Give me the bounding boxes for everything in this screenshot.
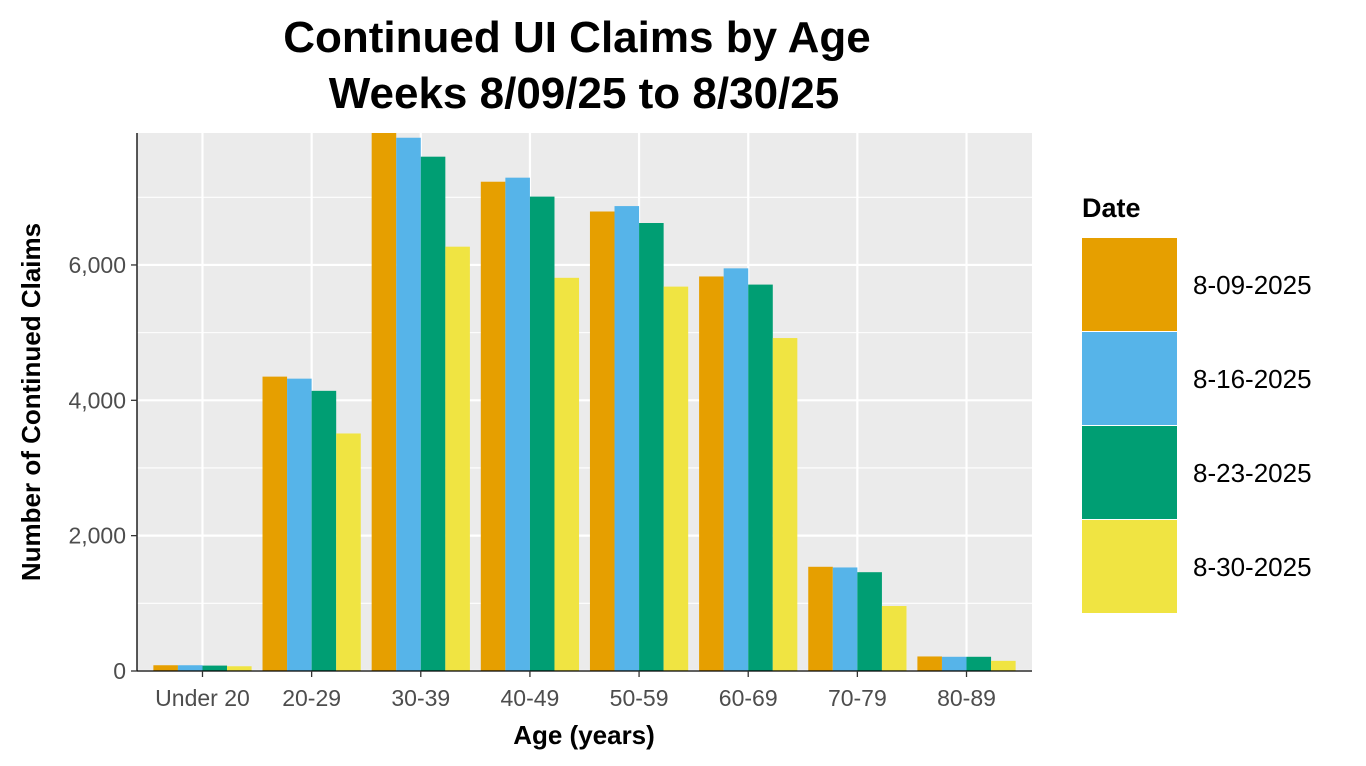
bar-8-30-2025-under-20 [227, 666, 252, 671]
bar-8-16-2025-40-49 [505, 177, 530, 671]
bar-8-23-2025-50-59 [639, 223, 664, 671]
y-tick-label: 0 [113, 658, 126, 684]
bar-8-23-2025-60-69 [748, 284, 773, 671]
bar-8-16-2025-20-29 [287, 378, 312, 671]
legend-key [1082, 332, 1177, 425]
bar-8-09-2025-under-20 [153, 665, 178, 671]
bar-8-09-2025-30-39 [371, 133, 397, 671]
x-tick-label: 50-59 [610, 685, 669, 711]
x-tick-label: Under 20 [155, 685, 250, 711]
y-tick-label: 4,000 [68, 387, 126, 413]
bar-8-16-2025-70-79 [832, 567, 858, 671]
bar-8-09-2025-40-49 [480, 181, 506, 671]
bar-8-30-2025-30-39 [445, 246, 470, 672]
legend-key [1082, 238, 1177, 331]
legend-label: 8-09-2025 [1193, 270, 1312, 300]
bar-8-30-2025-60-69 [772, 338, 798, 671]
bar-8-30-2025-50-59 [663, 286, 689, 671]
legend-label: 8-16-2025 [1193, 364, 1312, 394]
bar-8-23-2025-80-89 [966, 656, 992, 671]
x-tick-label: 60-69 [719, 685, 778, 711]
bar-8-09-2025-20-29 [262, 376, 288, 671]
bar-8-30-2025-20-29 [336, 433, 361, 671]
x-tick-label: 70-79 [828, 685, 887, 711]
y-ticks: 0 2,000 4,000 6,000 [68, 252, 137, 684]
y-tick-label: 6,000 [68, 252, 126, 278]
x-tick-label: 40-49 [501, 685, 560, 711]
bar-8-09-2025-50-59 [589, 211, 615, 672]
bars [153, 133, 1016, 672]
bar-8-30-2025-70-79 [881, 606, 907, 671]
x-tick-label: 80-89 [937, 685, 996, 711]
legend-label: 8-23-2025 [1193, 458, 1312, 488]
bar-8-16-2025-30-39 [396, 137, 421, 671]
chart-title: Continued UI Claims by Age [283, 13, 871, 62]
y-tick-label: 2,000 [68, 523, 126, 549]
bar-8-30-2025-80-89 [991, 660, 1016, 671]
bar-8-16-2025-50-59 [614, 206, 640, 671]
bar-8-09-2025-80-89 [917, 656, 942, 671]
bar-8-23-2025-20-29 [311, 390, 337, 671]
x-ticks: Under 20 20-29 30-39 40-49 50-59 60-69 70-79 80… [155, 671, 996, 711]
bar-8-23-2025-70-79 [857, 572, 882, 671]
x-tick-label: 30-39 [391, 685, 450, 711]
x-tick-label: 20-29 [282, 685, 341, 711]
legend-key [1082, 520, 1177, 613]
y-axis-title: Number of Continued Claims [16, 223, 46, 581]
bar-8-23-2025-under-20 [202, 665, 228, 671]
bar-8-09-2025-70-79 [808, 566, 833, 671]
bar-8-16-2025-60-69 [723, 268, 749, 671]
legend-label: 8-30-2025 [1193, 552, 1312, 582]
bar-8-16-2025-under-20 [177, 665, 203, 671]
bar-8-30-2025-40-49 [554, 277, 580, 671]
legend-title: Date [1082, 193, 1141, 223]
bar-8-09-2025-60-69 [699, 276, 724, 671]
chart-subtitle: Weeks 8/09/25 to 8/30/25 [329, 69, 839, 118]
bar-8-23-2025-30-39 [420, 156, 446, 671]
bar-8-16-2025-80-89 [941, 656, 967, 671]
x-axis-title: Age (years) [513, 720, 655, 750]
legend-key [1082, 426, 1177, 519]
bar-8-23-2025-40-49 [529, 196, 555, 671]
legend: Date 8-09-2025 8-16-2025 8-23-2025 8-30-202… [1082, 193, 1312, 613]
